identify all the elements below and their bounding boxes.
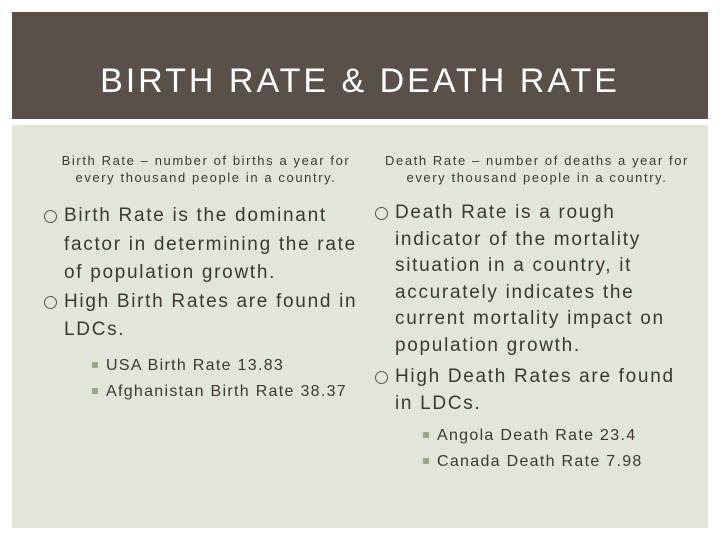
sub-bullet-item: USA Birth Rate 13.83 bbox=[64, 353, 366, 379]
bullet-item: Death Rate is a rough indicator of the m… bbox=[375, 200, 697, 359]
sub-bullet-text: Canada Death Rate 7.98 bbox=[437, 453, 643, 470]
square-bullet-icon bbox=[423, 458, 429, 464]
birth-rate-column: Birth Rate – number of births a year for… bbox=[44, 125, 366, 405]
square-bullet-icon bbox=[92, 387, 98, 394]
circle-bullet-icon bbox=[375, 371, 388, 384]
square-bullet-icon bbox=[423, 432, 429, 438]
birth-rate-subheading: Birth Rate – number of births a year for… bbox=[61, 153, 351, 185]
death-rate-bullet-list: Death Rate is a rough indicator of the m… bbox=[375, 200, 697, 475]
death-rate-column: Death Rate – number of deaths a year for… bbox=[375, 125, 697, 475]
death-rate-sub-list: Angola Death Rate 23.4 Canada Death Rate… bbox=[395, 423, 697, 475]
bullet-item: High Death Rates are found in LDCs. Ango… bbox=[375, 364, 697, 475]
content-panel: Birth Rate – number of births a year for… bbox=[12, 125, 708, 528]
bullet-text: High Death Rates are found in LDCs. bbox=[395, 366, 675, 414]
sub-bullet-item: Angola Death Rate 23.4 bbox=[395, 423, 697, 449]
bullet-item: Birth Rate is the dominant factor in det… bbox=[44, 202, 366, 288]
sub-bullet-item: Canada Death Rate 7.98 bbox=[395, 449, 697, 475]
title-bar: BIRTH RATE & DEATH RATE bbox=[12, 12, 708, 119]
sub-bullet-item: Afghanistan Birth Rate 38.37 bbox=[64, 379, 366, 405]
slide-title: BIRTH RATE & DEATH RATE bbox=[100, 62, 620, 100]
circle-bullet-icon bbox=[44, 210, 57, 223]
death-rate-subheading: Death Rate – number of deaths a year for… bbox=[385, 153, 689, 185]
sub-bullet-text: Angola Death Rate 23.4 bbox=[437, 427, 637, 444]
bullet-text: Birth Rate is the dominant factor in det… bbox=[64, 205, 357, 283]
bullet-text: High Birth Rates are found in LDCs. bbox=[64, 290, 358, 341]
birth-rate-sub-list: USA Birth Rate 13.83 Afghanistan Birth R… bbox=[64, 353, 366, 405]
sub-bullet-text: USA Birth Rate 13.83 bbox=[106, 356, 285, 374]
bullet-text: Death Rate is a rough indicator of the m… bbox=[395, 202, 665, 356]
birth-rate-bullet-list: Birth Rate is the dominant factor in det… bbox=[44, 202, 366, 405]
sub-bullet-text: Afghanistan Birth Rate 38.37 bbox=[106, 382, 347, 400]
bullet-item: High Birth Rates are found in LDCs. USA … bbox=[44, 288, 366, 405]
circle-bullet-icon bbox=[375, 207, 388, 220]
circle-bullet-icon bbox=[44, 295, 57, 309]
square-bullet-icon bbox=[92, 361, 98, 368]
